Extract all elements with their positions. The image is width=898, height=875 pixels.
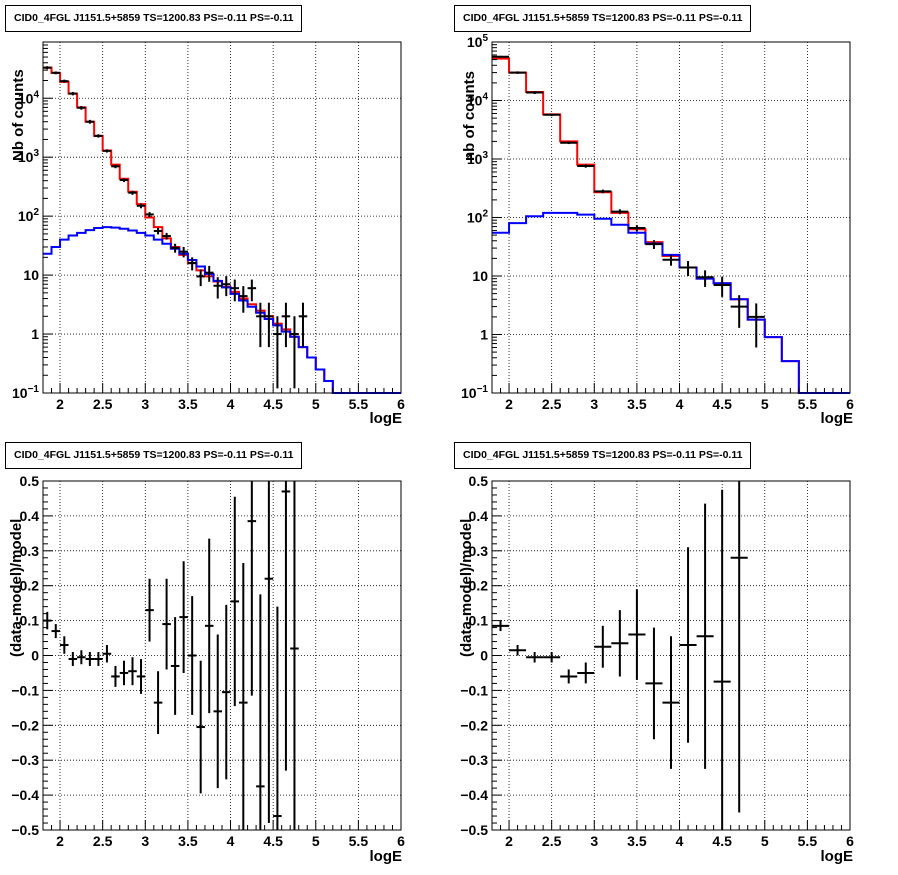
y-tick-label: −0.4 xyxy=(460,787,488,803)
x-tick-label: 5.5 xyxy=(798,833,818,849)
histogram-line-0 xyxy=(43,66,401,394)
y-tick-label: −0.1 xyxy=(11,682,39,698)
y-tick-label: 0 xyxy=(480,648,488,664)
x-axis-label: logE xyxy=(820,410,854,427)
chart-title: CID0_4FGL J1151.5+5859 TS=1200.83 PS=-0.… xyxy=(5,442,303,469)
x-tick-label: 4.5 xyxy=(712,396,732,412)
x-tick-label: 4 xyxy=(676,833,684,849)
x-tick-label: 2.5 xyxy=(93,833,113,849)
y-tick-label: 0.3 xyxy=(469,543,489,559)
x-axis-label: logE xyxy=(369,410,403,427)
x-tick-label: 4 xyxy=(676,396,684,412)
x-tick-label: 2 xyxy=(56,396,64,412)
y-tick-label: 0.4 xyxy=(469,508,489,524)
x-tick-label: 2.5 xyxy=(93,396,113,412)
y-tick-label: −0.3 xyxy=(11,752,39,768)
chart-counts-fine: 2 2.5 3 3.5 4 4.5 5 5.5 6 10−1 1 10 102 103 104 xyxy=(12,41,405,412)
y-tick-label: 0.1 xyxy=(20,613,40,629)
pad-counts-coarse: 2 2.5 3 3.5 4 4.5 5 5.5 6 10−1 1 10 102 103 104 105 CID… xyxy=(449,0,898,437)
y-tick-label: 0.5 xyxy=(469,473,489,489)
x-tick-label: 2 xyxy=(505,833,513,849)
pad-residuals-fine: 2 2.5 3 3.5 4 4.5 5 5.5 6 −0.5 −0.4 −0.3 −0.2 −0.1 0 0.… xyxy=(0,437,449,875)
x-tick-label: 5.5 xyxy=(349,396,369,412)
y-axis-label: (data-model)/model xyxy=(8,518,25,657)
x-tick-label: 6 xyxy=(397,396,405,412)
plot-frame xyxy=(491,41,851,394)
y-axis-label: nb of counts xyxy=(461,71,478,161)
x-tick-label: 3 xyxy=(141,833,149,849)
x-tick-label: 6 xyxy=(846,396,854,412)
x-tick-label: 3 xyxy=(590,833,598,849)
chart-residuals-coarse: 2 2.5 3 3.5 4 4.5 5 5.5 6 −0.5 −0.4 −0.3 −0.2 −0.1 0 0.… xyxy=(460,473,854,849)
chart-counts-coarse: 2 2.5 3 3.5 4 4.5 5 5.5 6 10−1 1 10 102 103 104 105 xyxy=(461,33,854,412)
x-tick-label: 3.5 xyxy=(178,396,198,412)
y-tick-label: −0.3 xyxy=(460,752,488,768)
x-tick-label: 5.5 xyxy=(349,833,369,849)
y-tick-label: 103 xyxy=(18,148,40,165)
y-tick-label: 0.4 xyxy=(20,508,40,524)
x-tick-label: 5 xyxy=(312,833,320,849)
y-axis-label: (data-model)/model xyxy=(458,518,475,657)
y-tick-label: 105 xyxy=(467,33,489,50)
y-tick-label: 103 xyxy=(467,150,489,167)
x-tick-label: 2 xyxy=(56,833,64,849)
pad-residuals-coarse: 2 2.5 3 3.5 4 4.5 5 5.5 6 −0.5 −0.4 −0.3 −0.2 −0.1 0 0.… xyxy=(449,437,898,875)
x-tick-label: 5.5 xyxy=(798,396,818,412)
y-tick-label: −0.2 xyxy=(11,717,39,733)
y-tick-label: 102 xyxy=(18,207,40,224)
x-tick-label: 4.5 xyxy=(263,833,283,849)
y-tick-label: 0.3 xyxy=(20,543,40,559)
x-tick-label: 6 xyxy=(397,833,405,849)
y-axis-label: Nb of counts xyxy=(10,69,27,161)
x-tick-label: 3 xyxy=(590,396,598,412)
pad-counts-fine: 2 2.5 3 3.5 4 4.5 5 5.5 6 10−1 1 10 102 103 104 CID0_4… xyxy=(0,0,449,437)
y-tick-label: 0.5 xyxy=(20,473,40,489)
chart-title: CID0_4FGL J1151.5+5859 TS=1200.83 PS=-0.… xyxy=(5,5,303,32)
x-axis-label: logE xyxy=(820,848,854,865)
x-tick-label: 4 xyxy=(227,396,235,412)
x-tick-label: 3.5 xyxy=(627,833,647,849)
y-tick-label: 10 xyxy=(23,267,39,283)
y-tick-label: −0.2 xyxy=(460,717,488,733)
x-tick-label: 4.5 xyxy=(712,833,732,849)
x-tick-label: 3.5 xyxy=(178,833,198,849)
y-tick-label: 0.2 xyxy=(20,578,40,594)
y-tick-label: 0.2 xyxy=(469,578,489,594)
y-tick-label: −0.5 xyxy=(460,822,488,838)
y-tick-label: 0.1 xyxy=(469,613,489,629)
plot-frame xyxy=(42,480,402,831)
y-tick-label: 1 xyxy=(480,327,488,343)
y-tick-label: 10−1 xyxy=(461,384,488,401)
x-tick-label: 6 xyxy=(846,833,854,849)
y-tick-label: −0.1 xyxy=(460,682,488,698)
y-tick-label: 102 xyxy=(467,209,489,226)
y-tick-label: 1 xyxy=(31,326,39,342)
y-tick-label: −0.4 xyxy=(11,787,39,803)
chart-residuals-fine: 2 2.5 3 3.5 4 4.5 5 5.5 6 −0.5 −0.4 −0.3 −0.2 −0.1 0 0.… xyxy=(11,473,405,849)
histogram-line-1 xyxy=(492,211,850,394)
y-tick-label: 10 xyxy=(472,268,488,284)
x-axis-label: logE xyxy=(369,848,403,865)
x-tick-label: 2 xyxy=(505,396,513,412)
x-tick-label: 3.5 xyxy=(627,396,647,412)
x-tick-label: 5 xyxy=(761,833,769,849)
x-tick-label: 3 xyxy=(141,396,149,412)
x-tick-label: 2.5 xyxy=(542,396,562,412)
y-tick-label: 10−1 xyxy=(12,384,39,401)
x-tick-label: 2.5 xyxy=(542,833,562,849)
y-tick-label: 104 xyxy=(18,89,40,106)
x-tick-label: 5 xyxy=(761,396,769,412)
plot-frame xyxy=(42,41,402,394)
histogram-line-0 xyxy=(492,57,850,394)
chart-title: CID0_4FGL J1151.5+5859 TS=1200.83 PS=-0.… xyxy=(454,5,752,32)
x-tick-label: 4 xyxy=(227,833,235,849)
x-tick-label: 5 xyxy=(312,396,320,412)
y-tick-label: 0 xyxy=(31,648,39,664)
chart-title: CID0_4FGL J1151.5+5859 TS=1200.83 PS=-0.… xyxy=(454,442,752,469)
y-tick-label: 104 xyxy=(467,92,489,109)
x-tick-label: 4.5 xyxy=(263,396,283,412)
histogram-line-1 xyxy=(43,226,401,394)
y-tick-label: −0.5 xyxy=(11,822,39,838)
